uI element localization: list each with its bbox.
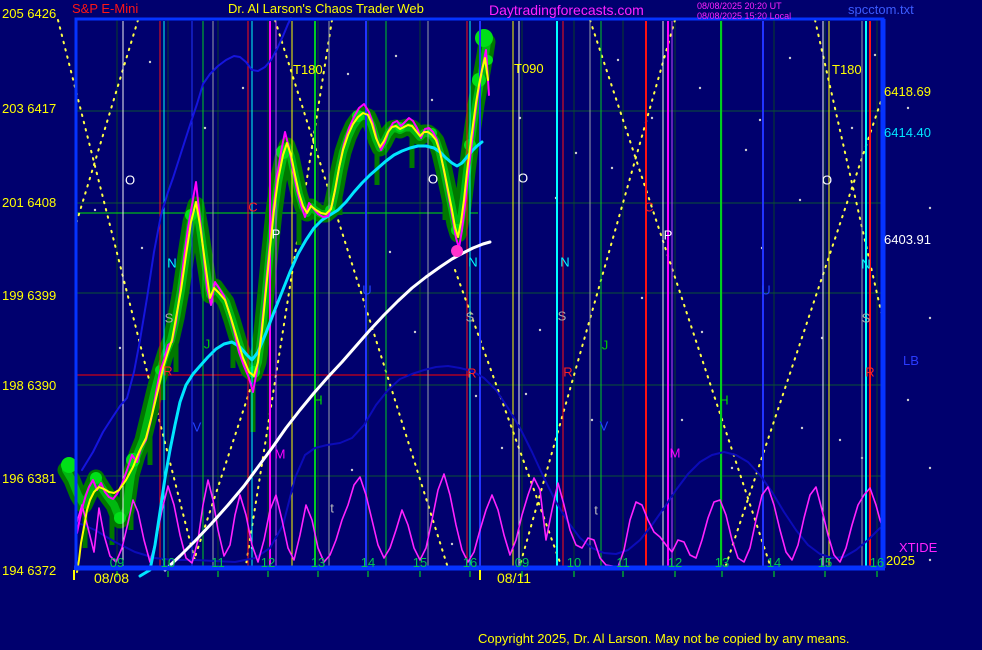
astro-letter-C: C xyxy=(248,200,257,215)
time-square-label: T180 xyxy=(293,62,323,77)
astro-letter-R: R xyxy=(563,365,572,380)
hour-label: 10 xyxy=(161,555,175,570)
blue-arc xyxy=(81,17,292,471)
astro-letter-C: C xyxy=(644,200,653,215)
astro-letter-J: J xyxy=(204,337,211,352)
xtide xyxy=(75,473,884,568)
astro-letter-O: O xyxy=(822,173,832,188)
astro-letter-N: N xyxy=(468,255,477,270)
hour-label: 15 xyxy=(413,555,427,570)
time-square-label: T090 xyxy=(514,61,544,76)
hour-label: 14 xyxy=(361,555,375,570)
astro-letter-P: P xyxy=(272,227,281,242)
astro-letter-R: R xyxy=(467,366,476,381)
astro-letter-V: V xyxy=(600,419,609,434)
astro-letter-M: M xyxy=(275,447,286,462)
hour-label: 09 xyxy=(515,555,529,570)
astro-letter-V: V xyxy=(193,420,202,435)
y-axis-label-6372: 194 6372 xyxy=(2,563,57,578)
y-axis-label-6390: 198 6390 xyxy=(2,378,57,393)
lb-label: LB xyxy=(903,353,919,368)
y-axis-label-6417: 203 6417 xyxy=(2,101,57,116)
astro-letter-H: H xyxy=(719,393,728,408)
astro-letter-U: U xyxy=(761,283,770,298)
astro-letter-O: O xyxy=(428,172,438,187)
astro-letter-H: H xyxy=(313,393,322,408)
hour-label: 13 xyxy=(311,555,325,570)
timestamp-local: 08/08/2025 15:20 Local xyxy=(697,11,792,21)
hour-label: 13 xyxy=(715,555,729,570)
hour-label: 16 xyxy=(870,555,884,570)
astro-letter-M: M xyxy=(670,446,681,461)
y-axis-label-6381: 196 6381 xyxy=(2,471,57,486)
page-title: Dr. Al Larson's Chaos Trader Web xyxy=(228,1,424,16)
astro-letter-S: S xyxy=(466,310,475,325)
astro-letter-N: N xyxy=(861,257,870,272)
level-label-ma: 6414.40 xyxy=(884,125,931,140)
hour-label: 12 xyxy=(261,555,275,570)
hour-label: 09 xyxy=(110,555,124,570)
current-price-dot xyxy=(451,245,463,257)
hour-label: 11 xyxy=(616,555,630,570)
astro-letter-P: P xyxy=(664,228,673,243)
secondary-tide xyxy=(75,365,881,563)
astro-letter-U: U xyxy=(362,283,371,298)
astro-letter-N: N xyxy=(167,256,176,271)
date-label-0811: 08/11 xyxy=(497,570,531,586)
astro-letter-O: O xyxy=(518,171,528,186)
hour-label: 12 xyxy=(668,555,682,570)
astro-letter-S: S xyxy=(165,311,174,326)
time-square-label: T180 xyxy=(832,62,862,77)
astro-letter-O: O xyxy=(125,173,135,188)
hour-label: 11 xyxy=(211,555,225,570)
level-label-high: 6418.69 xyxy=(884,84,931,99)
copyright-notice: Copyright 2025, Dr. Al Larson. May not b… xyxy=(478,631,850,646)
y-axis-label-6408: 201 6408 xyxy=(2,195,57,210)
y-axis-label-6426: 205 6426 xyxy=(2,6,57,21)
year-label: 2025 xyxy=(886,553,915,568)
date-label-0808: 08/08 xyxy=(94,570,130,586)
symbol-label: S&P E-Mini xyxy=(72,1,139,16)
file-link[interactable]: spcctom.txt xyxy=(848,2,914,17)
site-link[interactable]: Daytradingforecasts.com xyxy=(489,2,644,18)
astro-letter-t: t xyxy=(594,503,598,518)
hour-label: 10 xyxy=(567,555,581,570)
level-label-moon: 6403.91 xyxy=(884,232,931,247)
hour-label: 14 xyxy=(767,555,781,570)
astro-letter-t: t xyxy=(330,501,334,516)
hour-label: 16 xyxy=(463,555,477,570)
astro-letter-R: R xyxy=(865,365,874,380)
white-moon xyxy=(163,240,492,572)
hour-label: 15 xyxy=(818,555,832,570)
astro-letter-S: S xyxy=(862,311,871,326)
yellow-price xyxy=(76,57,489,573)
astro-letter-R: R xyxy=(163,364,172,379)
xtide-label: XTIDE xyxy=(899,540,938,555)
astro-letter-N: N xyxy=(560,255,569,270)
y-axis-label-6399: 199 6399 xyxy=(2,288,57,303)
astro-letter-J: J xyxy=(602,338,609,353)
astro-letter-S: S xyxy=(558,309,567,324)
timestamp-utc: 08/08/2025 20:20 UT xyxy=(697,1,782,11)
